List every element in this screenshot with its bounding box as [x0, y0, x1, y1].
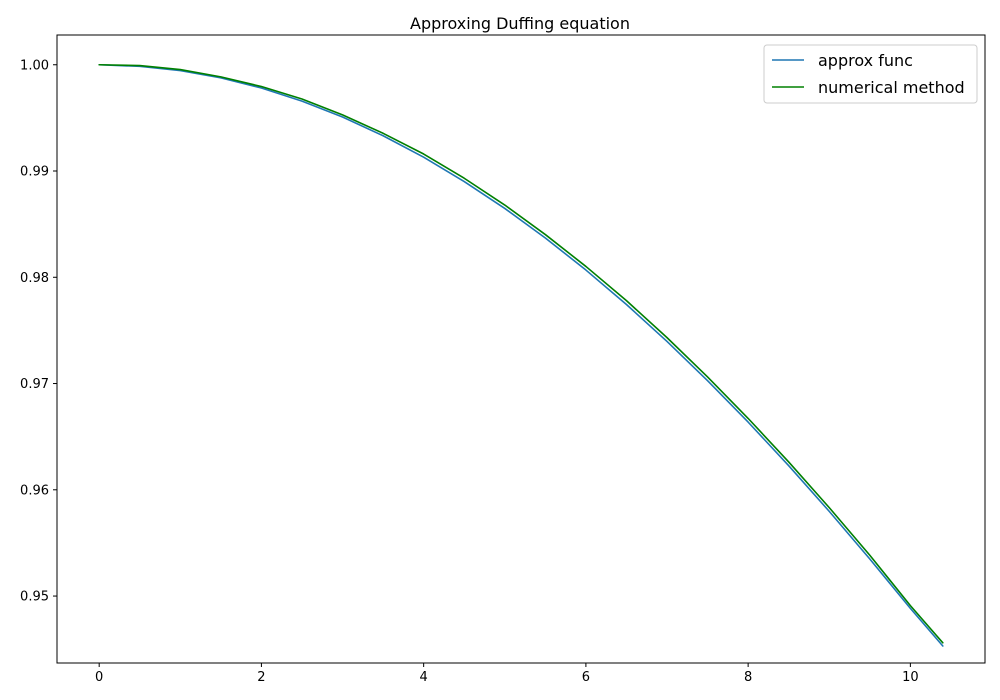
x-tick-label: 2 — [257, 670, 265, 685]
legend: approx func numerical method — [763, 44, 978, 104]
y-axis: 0.95 0.96 0.97 0.98 0.99 1.00 — [20, 58, 57, 605]
legend-label-0: approx func — [818, 51, 913, 70]
x-tick-label: 10 — [902, 670, 919, 685]
series-line-1 — [98, 63, 944, 644]
x-tick-label: 8 — [744, 670, 752, 685]
y-tick-label: 1.00 — [20, 58, 49, 73]
legend-box — [763, 44, 978, 104]
series-line-0 — [98, 63, 944, 647]
y-tick-label: 0.97 — [20, 377, 49, 392]
y-tick-label: 0.95 — [20, 590, 49, 605]
y-tick-label: 0.99 — [20, 165, 49, 180]
chart-title: Approxing Duffing equation — [410, 14, 630, 33]
x-tick-label: 4 — [420, 670, 428, 685]
legend-label-1: numerical method — [818, 78, 965, 97]
plot-series — [98, 63, 944, 647]
y-tick-label: 0.96 — [20, 483, 49, 498]
y-tick-label: 0.98 — [20, 271, 49, 286]
x-tick-label: 6 — [582, 670, 590, 685]
axes-frame — [56, 34, 986, 664]
x-tick-label: 0 — [95, 670, 103, 685]
x-axis: 0 2 4 6 8 10 — [95, 663, 919, 685]
